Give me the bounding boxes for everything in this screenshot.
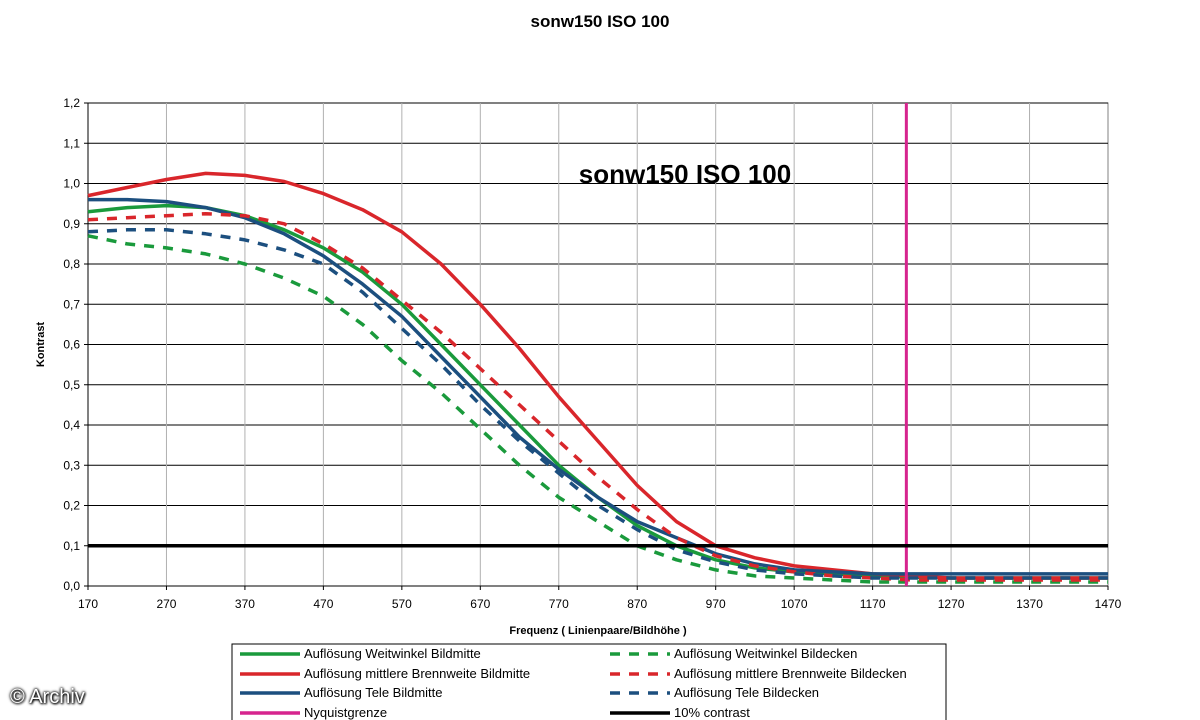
y-tick-label: 0,8 [63,257,80,271]
legend-box [231,643,947,720]
y-tick-label: 0,9 [63,217,80,231]
x-tick-label: 370 [235,597,255,611]
x-tick-label: 670 [470,597,490,611]
y-tick-label: 1,0 [63,177,80,191]
chart-inner-title: sonw150 ISO 100 [579,159,791,189]
series-line-6 [87,228,1108,580]
y-tick-label: 0,5 [63,378,80,392]
page-title: sonw150 ISO 100 [530,12,670,31]
x-tick-label: 170 [78,597,98,611]
legend-label-4: Auflösung Weitwinkel Bildecken [674,646,857,661]
legend-label-1: Auflösung Weitwinkel Bildmitte [304,646,481,661]
x-tick-label: 770 [549,597,569,611]
x-tick-label: 970 [706,597,726,611]
y-tick-label: 0,2 [63,499,80,513]
y-tick-label: 0,4 [63,418,80,432]
legend-label-3: Auflösung Tele Bildmitte [304,685,443,700]
y-tick-label: 1,2 [63,96,80,110]
x-tick-label: 1270 [938,597,965,611]
x-tick-label: 1370 [1016,597,1043,611]
series-line-5 [87,211,1108,582]
copyright-watermark: © Archiv [10,686,85,708]
legend-label-7: Nyquistgrenze [304,705,387,720]
y-axis-label: Kontrast [35,322,47,368]
x-tick-label: 570 [392,597,412,611]
y-tick-label: 0,1 [63,539,80,553]
x-tick-label: 870 [627,597,647,611]
series-line-4 [87,234,1108,584]
series-line-3 [88,197,1108,576]
x-tick-label: 470 [313,597,333,611]
y-tick-label: 0,3 [63,458,80,472]
x-tick-label: 270 [156,597,176,611]
x-axis-label: Frequenz ( Linienpaare/Bildhöhe ) [509,625,687,637]
legend-label-6: Auflösung Tele Bildecken [674,685,819,700]
y-tick-label: 0,0 [63,579,80,593]
y-tick-label: 1,1 [63,136,80,150]
x-tick-label: 1170 [860,597,886,611]
legend-label-8: 10% contrast [674,705,750,720]
x-tick-label: 1070 [781,597,808,611]
x-tick-label: 1470 [1095,597,1122,611]
y-tick-label: 0,6 [63,338,80,352]
legend-label-2: Auflösung mittlere Brennweite Bildmitte [304,666,530,681]
legend-label-5: Auflösung mittlere Brennweite Bildecken [674,666,907,681]
y-tick-label: 0,7 [63,297,80,311]
